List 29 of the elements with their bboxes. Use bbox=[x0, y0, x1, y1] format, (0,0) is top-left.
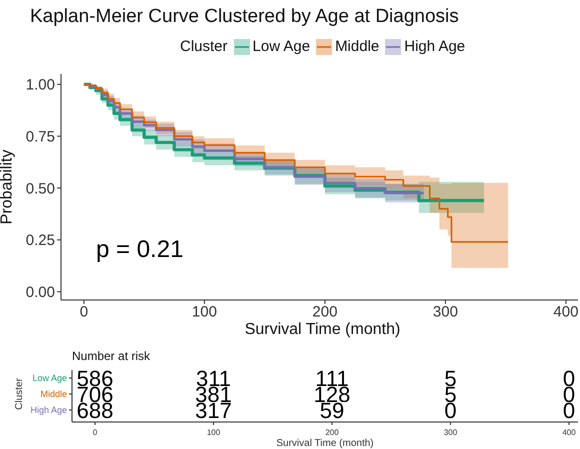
x-tick-label: 400 bbox=[553, 304, 578, 321]
x-tick-label: 400 bbox=[562, 428, 576, 437]
y-tick-label: Middle bbox=[40, 389, 67, 399]
y-tick-label: 0.00 bbox=[26, 284, 55, 302]
y-axis-title: Probability bbox=[0, 150, 16, 224]
x-tick-label: 100 bbox=[192, 304, 217, 321]
legend-label: Middle bbox=[334, 38, 380, 55]
y-tick-label: High Age bbox=[30, 405, 67, 415]
x-tick-label: 200 bbox=[325, 428, 340, 437]
x-axis-title: Survival Time (month) bbox=[244, 320, 402, 340]
y-tick-label: 0.25 bbox=[26, 232, 55, 250]
y-tick-label: 1.00 bbox=[26, 76, 55, 94]
x-tick-label: 0 bbox=[80, 304, 88, 321]
legend-title: Cluster bbox=[180, 38, 228, 55]
legend-label: High Age bbox=[403, 38, 466, 55]
x-tick-label: 0 bbox=[92, 428, 98, 437]
x-tick-label: 300 bbox=[444, 428, 458, 437]
x-axis-title: Survival Time (month) bbox=[276, 438, 374, 449]
x-tick-label: 200 bbox=[312, 304, 338, 321]
y-tick-label: 0.75 bbox=[26, 128, 55, 146]
x-tick-label: 300 bbox=[432, 304, 458, 321]
y-axis-title: Cluster bbox=[14, 378, 25, 410]
legend-label: Low Age bbox=[252, 38, 310, 55]
annotation: p = 0.21 bbox=[96, 236, 184, 264]
y-tick-label: 0.50 bbox=[26, 180, 55, 198]
chart-title: Kaplan-Meier Curve Clustered by Age at Diagnosis bbox=[29, 6, 460, 28]
chart-title: Number at risk bbox=[72, 349, 152, 363]
x-tick-label: 100 bbox=[206, 428, 221, 437]
y-tick-label: Low Age bbox=[32, 373, 67, 383]
